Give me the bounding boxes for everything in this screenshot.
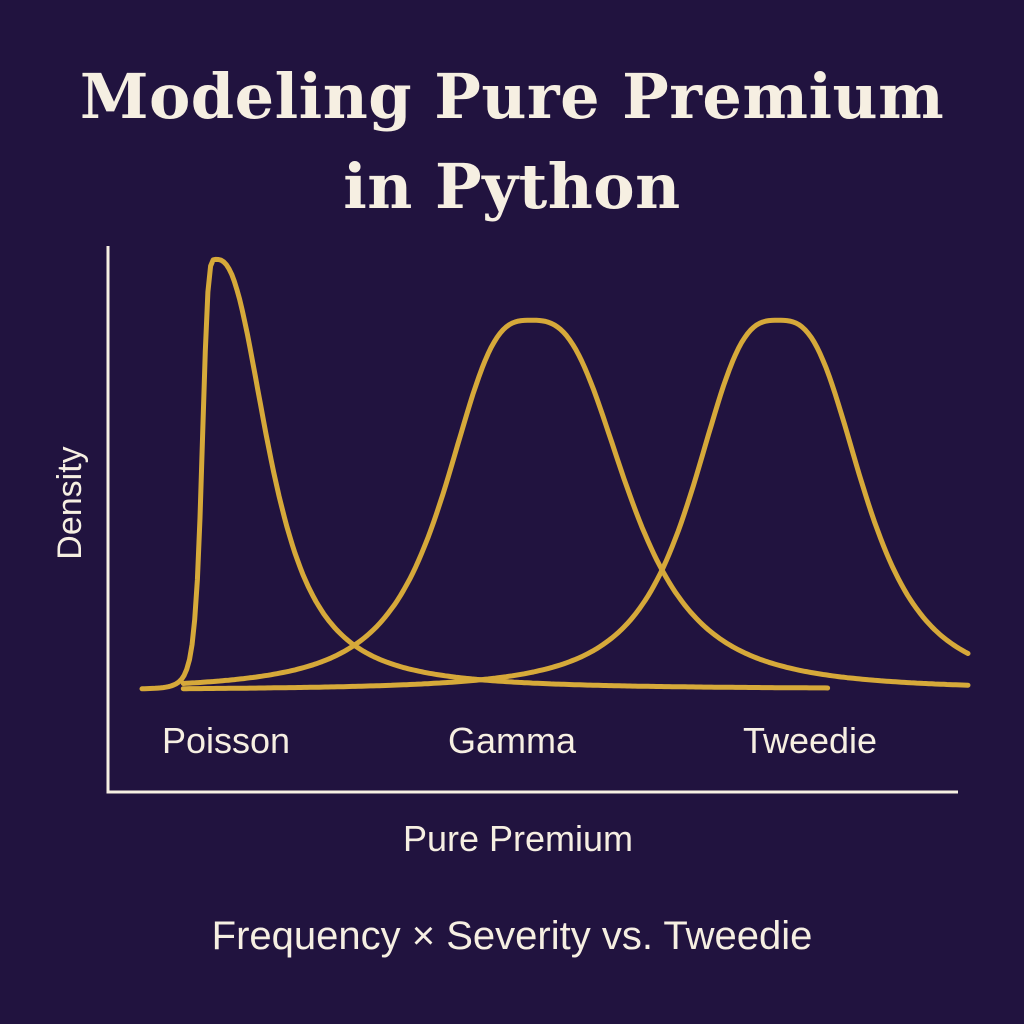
title-line-2: in Python	[343, 150, 681, 223]
series-label-poisson: Poisson	[162, 720, 290, 761]
curve-tweedie	[180, 317, 971, 692]
series-label-gamma: Gamma	[448, 720, 577, 761]
chart-subtitle: Frequency × Severity vs. Tweedie	[211, 914, 813, 958]
series-label-tweedie: Tweedie	[743, 720, 877, 761]
title-line-1: Modeling Pure Premium	[79, 60, 945, 133]
y-axis-label: Density	[51, 446, 89, 559]
curve-poisson	[139, 256, 831, 692]
curves-layer	[139, 256, 971, 692]
curve-gamma	[180, 317, 971, 688]
x-axis-label: Pure Premium	[403, 818, 633, 859]
page-title: Modeling Pure Premium in Python	[0, 52, 1024, 232]
